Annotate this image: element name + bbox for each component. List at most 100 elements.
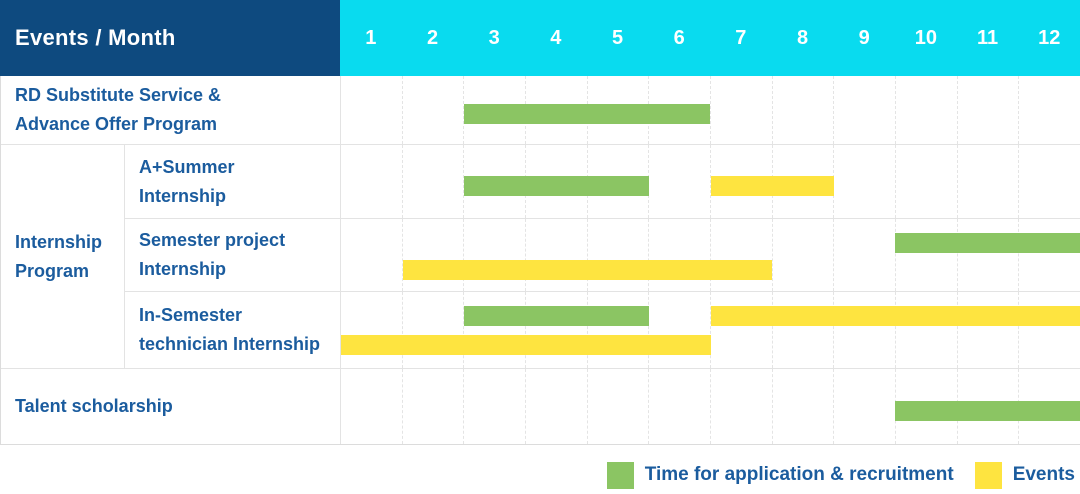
internship-subrows: A+Summer Internship Semester project Int… <box>125 145 1080 368</box>
month-header-label: 2 <box>426 26 439 49</box>
month-gridline-column <box>834 145 897 218</box>
row-label-talent-scholarship: Talent scholarship <box>1 369 340 444</box>
recruitment-bar <box>464 104 711 124</box>
row-label-line: Talent scholarship <box>15 396 173 416</box>
month-gridline-column <box>403 292 465 368</box>
chart-cell-rd-substitute <box>340 76 1080 144</box>
month-header-label: 8 <box>796 26 809 49</box>
month-gridline-column <box>773 145 835 218</box>
month-gridline-column <box>341 369 403 444</box>
row-label-line: A+Summer <box>139 156 235 177</box>
row-label-line: Internship <box>139 185 227 206</box>
recruitment-bar <box>895 400 1080 421</box>
internship-program-group: Internship Program A+Summer Internship S… <box>1 145 1080 369</box>
month-header-label: 4 <box>550 26 562 49</box>
month-gridline-column <box>896 219 958 291</box>
month-gridlines <box>341 219 1080 291</box>
month-gridline-column <box>711 76 773 144</box>
month-gridline-column <box>896 76 958 144</box>
row-label-line: Internship <box>139 259 227 279</box>
month-gridline-column <box>588 219 650 291</box>
month-gridline-column <box>834 292 897 368</box>
month-gridlines <box>341 76 1080 144</box>
month-header-label: 5 <box>611 26 624 49</box>
month-gridline-column <box>341 219 403 291</box>
month-gridline-column <box>773 369 835 444</box>
month-gridline-column <box>403 76 465 144</box>
month-gridline-column <box>773 219 835 291</box>
month-gridline-column <box>341 145 403 218</box>
month-gridline-column <box>711 292 773 368</box>
month-gridline-column <box>773 76 835 144</box>
chart-cell-in-semester-technician <box>340 292 1080 368</box>
month-gridline-column <box>403 369 465 444</box>
month-header-label: 9 <box>858 26 870 49</box>
month-gridline-column <box>1019 292 1080 368</box>
row-label-line: Advance Offer Program <box>15 114 218 134</box>
month-gridline-column <box>341 76 403 144</box>
legend-label-events: Events <box>1012 464 1075 485</box>
month-gridline-column <box>834 76 897 144</box>
recruitment-bar <box>464 175 649 196</box>
month-gridline-column <box>834 219 897 291</box>
month-gridline-column <box>649 292 712 368</box>
table-row: In-Semester technician Internship <box>125 292 1080 368</box>
month-header-label: 11 <box>976 26 999 49</box>
month-gridline-column <box>1019 76 1080 144</box>
events-month-table: Events / Month 1 2 3 4 5 6 7 8 9 10 11 12 RD Substi… <box>0 0 1080 445</box>
month-gridline-column <box>958 219 1020 291</box>
month-header-label: 3 <box>488 26 500 49</box>
month-gridline-column <box>464 219 527 291</box>
month-gridline-column <box>588 292 650 368</box>
event-bar <box>710 175 834 196</box>
chart-cell-a-plus-summer <box>340 145 1080 218</box>
month-header-label: 10 <box>914 26 937 49</box>
month-gridline-column <box>773 292 835 368</box>
row-label-line: technician Internship <box>139 334 321 354</box>
month-gridline-column <box>896 292 958 368</box>
month-gridline-column <box>834 369 897 444</box>
chart-cell-talent-scholarship <box>340 369 1080 444</box>
row-label-line: RD Substitute Service & <box>15 85 222 105</box>
month-gridline-column <box>1019 145 1080 218</box>
recruitment-bar <box>895 232 1080 253</box>
month-header-label: 6 <box>673 26 685 49</box>
group-label-line: Program <box>15 260 90 281</box>
legend-item-events: Events <box>974 461 1075 489</box>
events-month-header-cell: Events / Month <box>0 0 340 76</box>
recruitment-bar <box>464 306 649 327</box>
month-gridline-column <box>958 145 1020 218</box>
event-bar <box>341 335 711 356</box>
event-bar <box>402 260 773 281</box>
month-header-label: 12 <box>1038 26 1061 49</box>
month-gridline-column <box>649 76 712 144</box>
month-gridline-column <box>464 369 527 444</box>
row-label-rd-substitute: RD Substitute Service & Advance Offer Pr… <box>1 76 340 144</box>
month-gridline-column <box>711 369 773 444</box>
month-gridline-column <box>403 145 465 218</box>
row-label-line: Semester project <box>139 230 286 250</box>
group-label-line: Internship <box>15 231 103 252</box>
row-label-a-plus-summer: A+Summer Internship <box>125 145 340 218</box>
row-label-semester-project: Semester project Internship <box>125 219 340 291</box>
row-label-in-semester-technician: In-Semester technician Internship <box>125 292 340 368</box>
month-header-label: 1 <box>365 26 377 49</box>
month-gridline-column <box>526 219 588 291</box>
table-row: Semester project Internship <box>125 219 1080 292</box>
month-gridline-column <box>896 145 958 218</box>
month-gridline-column <box>711 219 773 291</box>
recruitment-color-swatch <box>606 461 634 489</box>
month-gridline-column <box>649 219 712 291</box>
month-gridline-column <box>649 369 712 444</box>
row-label-line: In-Semester <box>139 305 243 325</box>
table-row: Talent scholarship <box>1 369 1080 444</box>
month-gridline-column <box>588 369 650 444</box>
events-color-swatch <box>974 461 1002 489</box>
table-row: A+Summer Internship <box>125 145 1080 219</box>
legend: Time for application & recruitment Event… <box>606 458 1075 492</box>
month-gridline-column <box>1019 219 1080 291</box>
month-gridline-column <box>526 292 588 368</box>
table-row: RD Substitute Service & Advance Offer Pr… <box>1 76 1080 145</box>
chart-cell-semester-project <box>340 219 1080 291</box>
